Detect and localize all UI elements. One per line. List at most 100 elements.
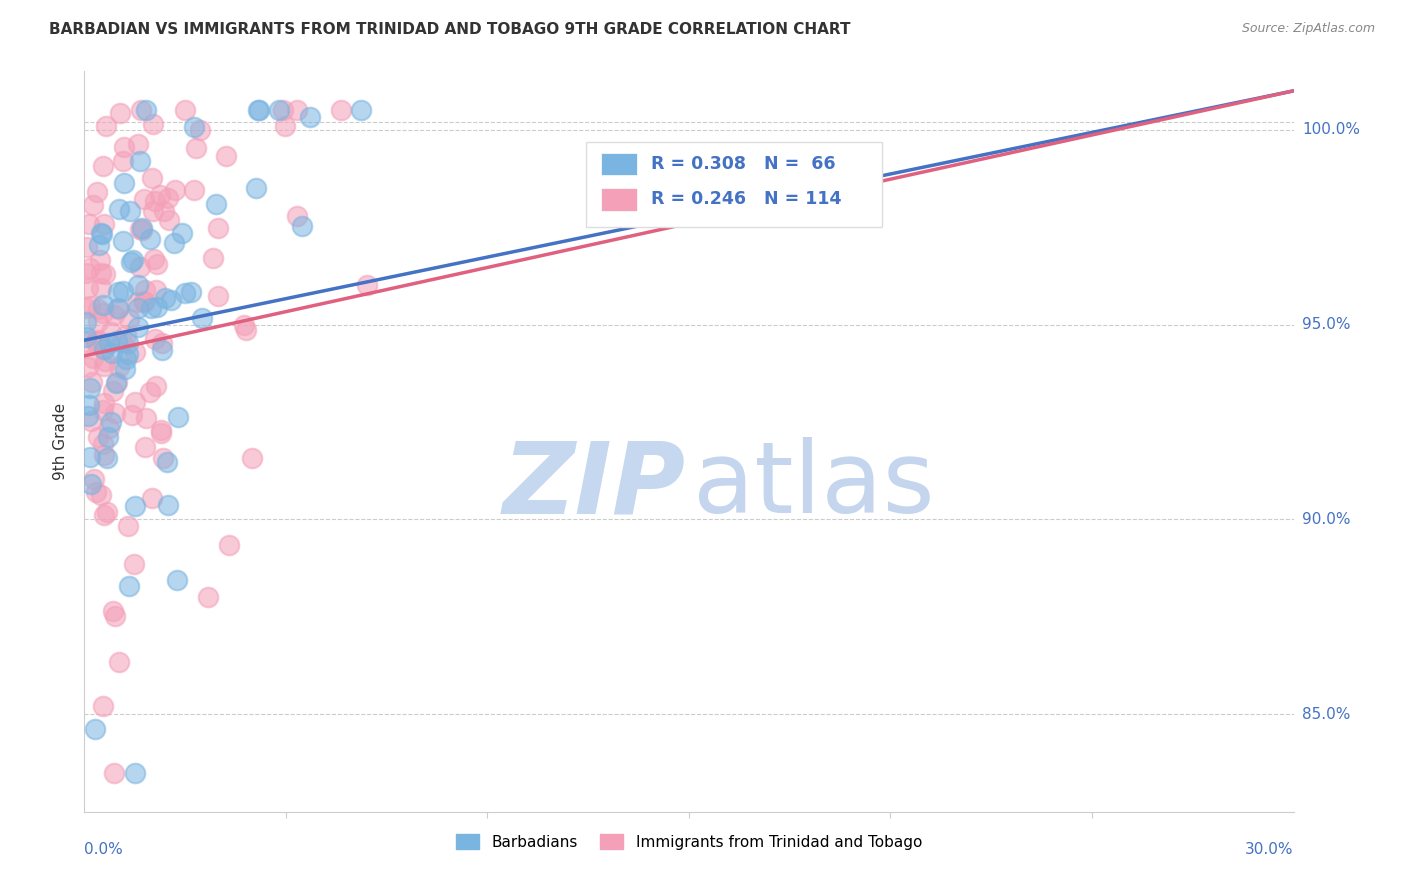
Point	[232, 318, 254, 332]
Point	[247, 103, 270, 118]
Point	[127, 136, 149, 151]
Point	[271, 103, 294, 118]
Point	[110, 105, 132, 120]
Point	[93, 359, 115, 373]
Point	[235, 323, 257, 337]
Point	[84, 484, 107, 499]
Point	[86, 334, 108, 348]
Point	[80, 413, 103, 427]
Point	[107, 285, 129, 300]
Point	[218, 538, 240, 552]
Point	[139, 301, 162, 316]
Point	[100, 325, 122, 339]
Point	[98, 421, 121, 435]
Point	[156, 455, 179, 469]
Point	[96, 450, 118, 465]
Point	[107, 301, 129, 316]
Point	[186, 141, 208, 155]
Point	[172, 226, 194, 240]
Point	[75, 266, 97, 280]
Point	[139, 384, 162, 399]
Text: Source: ZipAtlas.com: Source: ZipAtlas.com	[1241, 22, 1375, 36]
Point	[105, 376, 128, 390]
Point	[107, 334, 129, 349]
Point	[104, 608, 127, 623]
Point	[83, 722, 105, 736]
Point	[128, 221, 150, 235]
Point	[100, 346, 122, 360]
Point	[131, 221, 153, 235]
Point	[93, 508, 115, 522]
Point	[79, 450, 101, 464]
Point	[149, 188, 172, 202]
Text: R = 0.246   N = 114: R = 0.246 N = 114	[651, 191, 842, 209]
Point	[207, 289, 229, 303]
Point	[94, 267, 117, 281]
Point	[87, 315, 110, 329]
Point	[76, 240, 98, 254]
Point	[112, 177, 135, 191]
Point	[75, 315, 97, 329]
Point	[83, 472, 105, 486]
FancyBboxPatch shape	[586, 142, 883, 227]
Point	[91, 403, 114, 417]
Point	[145, 379, 167, 393]
Point	[86, 333, 108, 347]
Point	[124, 557, 146, 571]
Point	[127, 301, 149, 316]
Point	[135, 411, 157, 425]
Point	[111, 153, 134, 168]
Point	[163, 235, 186, 250]
Point	[129, 260, 152, 274]
Point	[111, 334, 134, 349]
Point	[93, 342, 115, 356]
Point	[157, 213, 180, 227]
Point	[117, 347, 139, 361]
Point	[202, 252, 225, 266]
Point	[134, 192, 156, 206]
Point	[141, 491, 163, 506]
Point	[75, 301, 97, 315]
Point	[101, 384, 124, 398]
Point	[129, 103, 152, 118]
Point	[124, 765, 146, 780]
Point	[98, 336, 121, 351]
Text: 0.0%: 0.0%	[84, 842, 124, 857]
Point	[96, 505, 118, 519]
Point	[104, 406, 127, 420]
Point	[100, 415, 122, 429]
Point	[108, 202, 131, 217]
Point	[142, 204, 165, 219]
Point	[77, 217, 100, 231]
Point	[122, 252, 145, 267]
Point	[115, 352, 138, 367]
Text: 30.0%: 30.0%	[1246, 842, 1294, 857]
Point	[131, 223, 153, 237]
Point	[141, 171, 163, 186]
Point	[80, 476, 103, 491]
Point	[215, 149, 238, 163]
Point	[150, 343, 173, 357]
Point	[146, 300, 169, 314]
Point	[79, 299, 101, 313]
Point	[114, 362, 136, 376]
Point	[84, 334, 107, 349]
Point	[86, 185, 108, 199]
Point	[149, 425, 172, 440]
Point	[143, 194, 166, 209]
Point	[89, 253, 111, 268]
Point	[134, 284, 156, 298]
Point	[94, 353, 117, 368]
FancyBboxPatch shape	[600, 188, 637, 211]
Point	[79, 260, 101, 275]
Point	[191, 311, 214, 326]
Point	[190, 123, 212, 137]
Point	[183, 120, 205, 134]
Point	[120, 255, 142, 269]
Point	[103, 308, 125, 322]
Point	[87, 301, 110, 316]
Point	[350, 103, 373, 118]
Text: BARBADIAN VS IMMIGRANTS FROM TRINIDAD AND TOBAGO 9TH GRADE CORRELATION CHART: BARBADIAN VS IMMIGRANTS FROM TRINIDAD AN…	[49, 22, 851, 37]
Point	[291, 219, 314, 233]
Point	[97, 430, 120, 444]
